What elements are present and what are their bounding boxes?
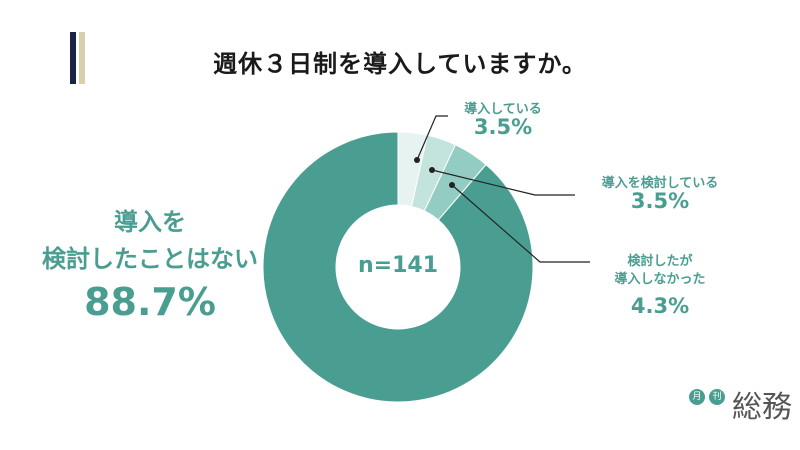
logo-text: 総務 — [732, 390, 792, 425]
slice-value-never-considered: 88.7% — [84, 280, 216, 324]
slice-label-considered-not-introduced-line1: 検討したが — [627, 254, 693, 269]
slice-value-considering: 3.5% — [630, 189, 690, 213]
leader-line-slice-introduced — [416, 115, 448, 161]
slice-label-never-considered-line1: 導入を — [114, 208, 186, 236]
slice-label-considered-not-introduced-line2: 導入しなかった — [614, 272, 706, 287]
leader-line-slice-considering — [431, 169, 575, 196]
slice-value-introduced: 3.5% — [473, 115, 533, 139]
leader-dot-slice-considering — [429, 167, 435, 173]
leader-dot-slice-considered-not-introduced — [449, 182, 455, 188]
chart-title: 週休３日制を導入していますか。 — [213, 50, 587, 78]
slice-label-never-considered-line2: 検討したことはない — [42, 245, 258, 273]
slice-label-introduced: 導入している — [464, 102, 542, 117]
logo-badge-2: 刊 — [709, 389, 725, 405]
slice-value-considered-not-introduced: 4.3% — [630, 294, 690, 318]
slice-never-considered — [262, 131, 534, 403]
sample-size-label: n=141 — [357, 253, 439, 278]
slice-label-considering: 導入を検討している — [601, 176, 719, 191]
leader-line-slice-considered-not-introduced — [451, 184, 590, 263]
leader-dot-slice-introduced — [414, 157, 420, 163]
logo-badge-1: 月 — [689, 389, 705, 405]
title-accent-bar-light — [79, 32, 85, 84]
title-accent-bar — [70, 32, 76, 84]
